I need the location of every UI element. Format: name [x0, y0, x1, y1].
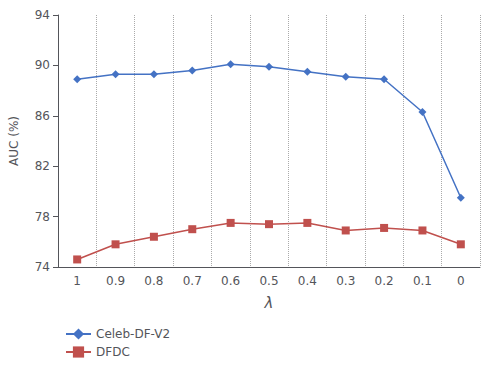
svg-text:90: 90: [35, 58, 50, 72]
svg-text:λ: λ: [264, 294, 274, 312]
svg-text:0.8: 0.8: [144, 274, 163, 288]
svg-text:0.7: 0.7: [183, 274, 202, 288]
svg-text:AUC (%): AUC (%): [7, 116, 21, 166]
svg-text:0.6: 0.6: [221, 274, 240, 288]
svg-text:0.1: 0.1: [413, 274, 432, 288]
svg-text:Celeb-DF-V2: Celeb-DF-V2: [96, 327, 170, 341]
svg-text:82: 82: [35, 159, 50, 173]
svg-text:DFDC: DFDC: [96, 345, 130, 359]
svg-text:0.5: 0.5: [259, 274, 278, 288]
svg-text:78: 78: [35, 210, 50, 224]
svg-text:0.4: 0.4: [298, 274, 317, 288]
svg-text:94: 94: [35, 8, 50, 22]
svg-text:74: 74: [35, 260, 50, 274]
svg-text:0.2: 0.2: [375, 274, 394, 288]
svg-text:86: 86: [35, 109, 50, 123]
svg-text:0.9: 0.9: [106, 274, 125, 288]
svg-text:1: 1: [73, 274, 81, 288]
svg-text:0.3: 0.3: [336, 274, 355, 288]
svg-text:0: 0: [457, 274, 465, 288]
